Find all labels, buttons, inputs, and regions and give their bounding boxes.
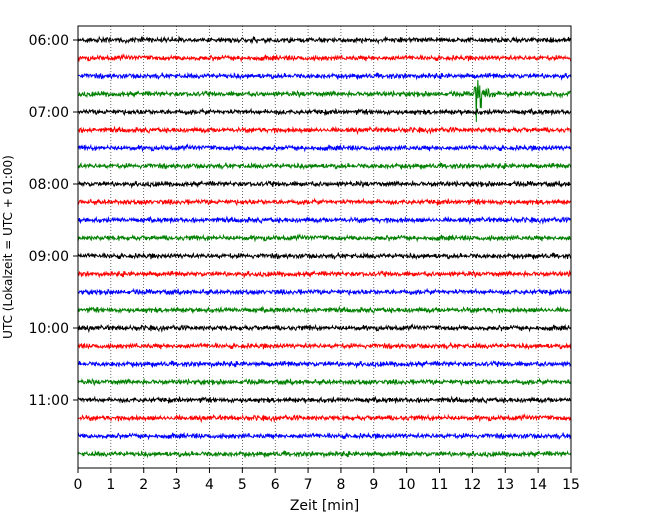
seismic-trace bbox=[77, 53, 572, 63]
x-tick-label: 14 bbox=[529, 477, 547, 493]
y-tick-label: 10:00 bbox=[29, 321, 69, 337]
seismic-trace bbox=[77, 413, 572, 424]
x-axis-label: Zeit [min] bbox=[290, 498, 359, 514]
x-tick-label: 6 bbox=[271, 477, 280, 493]
seismic-trace bbox=[77, 179, 572, 189]
seismic-trace bbox=[77, 35, 572, 45]
y-tick-label: 06:00 bbox=[29, 33, 69, 49]
y-tick-label: 07:00 bbox=[29, 105, 69, 121]
seismic-trace bbox=[77, 197, 572, 207]
seismic-traces bbox=[77, 35, 572, 459]
seismic-trace bbox=[77, 107, 572, 117]
seismic-trace bbox=[77, 79, 572, 122]
x-tick-label: 4 bbox=[205, 477, 214, 493]
seismic-trace bbox=[77, 71, 572, 81]
seismic-trace bbox=[77, 341, 572, 351]
y-tick-label: 11:00 bbox=[29, 393, 69, 409]
x-tick-label: 3 bbox=[172, 477, 181, 493]
seismic-trace bbox=[77, 305, 572, 315]
x-tick-label: 15 bbox=[562, 477, 580, 493]
seismic-trace bbox=[77, 377, 572, 387]
x-tick-label: 12 bbox=[463, 477, 481, 493]
seismic-trace bbox=[77, 323, 572, 334]
x-tick-label: 8 bbox=[336, 477, 345, 493]
x-tick-label: 0 bbox=[74, 477, 83, 493]
x-tick-label: 10 bbox=[398, 477, 416, 493]
seismic-trace bbox=[77, 287, 572, 297]
seismic-trace bbox=[77, 269, 572, 279]
x-tick-label: 2 bbox=[139, 477, 148, 493]
seismic-trace bbox=[77, 125, 572, 136]
x-tick-label: 11 bbox=[431, 477, 449, 493]
seismic-trace bbox=[77, 431, 572, 441]
y-axis-ticks: 06:00 07:00 08:00 09:00 10:00 11:00 bbox=[29, 33, 78, 409]
x-tick-label: 1 bbox=[106, 477, 115, 493]
y-axis-label: UTC (Lokalzeit = UTC + 01:00) bbox=[1, 155, 15, 339]
x-axis-ticks: 0 1 2 3 4 5 6 7 8 9 10 11 12 13 14 15 bbox=[74, 468, 580, 493]
seismic-trace bbox=[77, 233, 572, 243]
plot-frame bbox=[77, 25, 572, 469]
seismic-trace bbox=[77, 143, 572, 153]
x-tick-label: 9 bbox=[369, 477, 378, 493]
x-tick-label: 7 bbox=[304, 477, 313, 493]
seismic-trace bbox=[77, 215, 572, 226]
x-tick-label: 13 bbox=[496, 477, 514, 493]
seismic-trace bbox=[77, 449, 572, 459]
seismic-trace bbox=[77, 161, 572, 171]
y-tick-label: 09:00 bbox=[29, 249, 69, 265]
seismic-trace bbox=[77, 395, 572, 405]
x-tick-label: 5 bbox=[238, 477, 247, 493]
seismic-trace bbox=[77, 251, 572, 261]
y-tick-label: 08:00 bbox=[29, 177, 69, 193]
seismic-trace bbox=[77, 359, 572, 369]
